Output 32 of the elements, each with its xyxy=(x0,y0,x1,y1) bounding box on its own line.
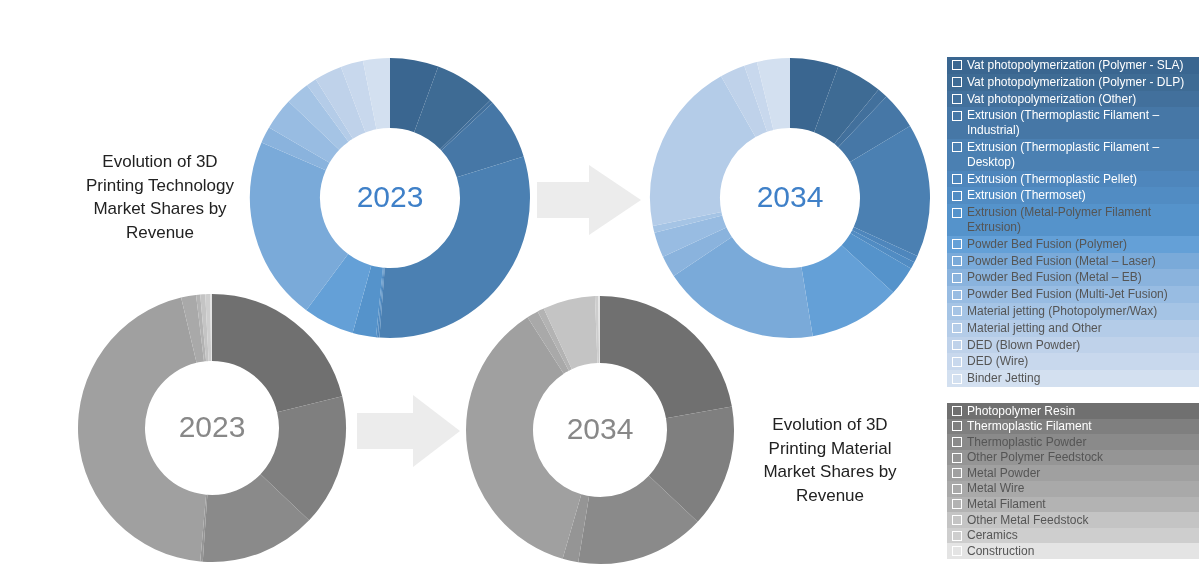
legend-label: Powder Bed Fusion (Metal – EB) xyxy=(967,270,1142,286)
legend-label: Extrusion (Thermoplastic Filament – Industrial) xyxy=(967,108,1161,138)
slice-label: 2034 xyxy=(566,412,634,446)
text: Evolution of 3D Printing Material Market Shares by Revenue xyxy=(762,414,898,507)
legend-label: Powder Bed Fusion (Multi-Jet Fusion) xyxy=(967,287,1168,302)
legend-label: Vat photopolymerization (Other) xyxy=(967,91,1137,107)
legend-label: Metal Wire xyxy=(967,481,1025,497)
legend-label: Construction xyxy=(967,543,1035,559)
legend-label: Thermoplastic Filament xyxy=(967,419,1092,434)
slice-label: 2034 xyxy=(756,180,824,214)
legend-label: Extrusion (Metal-Polymer Filament Extrusion) xyxy=(967,205,1153,235)
legend-label: Material jetting and Other xyxy=(967,320,1102,336)
legend-label: DED (Blown Powder) xyxy=(967,337,1081,353)
legend-label: Photopolymer Resin xyxy=(967,403,1076,419)
legend-label: Extrusion (Thermoset) xyxy=(967,188,1086,204)
legend-label: Vat photopolymerization (Polymer - DLP) xyxy=(967,74,1185,90)
legend-label: Binder Jetting xyxy=(967,371,1041,386)
legend-label: Powder Bed Fusion (Metal – Laser) xyxy=(967,253,1156,269)
legend-label: Vat photopolymerization (Polymer - SLA) xyxy=(967,58,1184,73)
slice-label: 2023 xyxy=(356,180,424,214)
legend-label: Other Metal Feedstock xyxy=(967,512,1089,528)
legend-label: Metal Filament xyxy=(967,497,1046,512)
legend-label: Material jetting (Photopolymer/Wax) xyxy=(967,303,1158,319)
legend-label: Extrusion (Thermoplastic Filament – Desktop) xyxy=(967,139,1161,170)
legend-label: Powder Bed Fusion (Polymer) xyxy=(967,236,1128,252)
legend-label: Metal Powder xyxy=(967,465,1041,481)
legend-label: DED (Wire) xyxy=(967,354,1029,370)
legend-label: Ceramics xyxy=(967,528,1018,543)
legend-label: Other Polymer Feedstock xyxy=(967,450,1104,465)
legend-label: Extrusion (Thermoplastic Pellet) xyxy=(967,171,1138,187)
slice-label: 2023 xyxy=(178,410,246,444)
text: Evolution of 3D Printing Technology Market Shares by Revenue xyxy=(84,151,236,244)
